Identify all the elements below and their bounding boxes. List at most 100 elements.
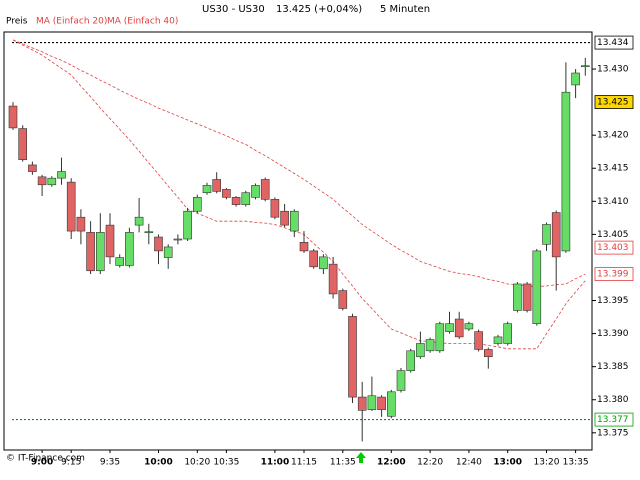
candle-body <box>105 224 115 258</box>
title-interval: 5 Minuten <box>380 4 430 15</box>
candle-body <box>483 349 493 358</box>
candle-body <box>154 236 163 252</box>
candle-body <box>173 238 183 241</box>
y-tick-label: 13.385 <box>597 362 629 372</box>
candle-body <box>134 216 144 226</box>
x-tick-label: 9:00 <box>31 458 53 468</box>
candle-body <box>328 263 338 295</box>
candle-body <box>193 197 202 212</box>
candle-body <box>454 318 464 338</box>
candle-body <box>18 128 28 160</box>
y-tick-label: 13.390 <box>597 329 629 339</box>
y-tick-label: 13.420 <box>597 131 629 141</box>
candle-body <box>396 370 406 391</box>
x-tick-label: 13:35 <box>563 458 589 468</box>
candle-body <box>144 231 154 234</box>
price-label: 13.434 <box>597 38 629 48</box>
price-label-box <box>594 35 634 50</box>
candle-body <box>513 283 522 311</box>
candle-body <box>76 216 86 232</box>
candle-body <box>86 232 95 272</box>
candle-body <box>115 257 124 266</box>
x-tick-label: 13:00 <box>493 458 522 468</box>
candle-body <box>445 323 454 332</box>
candle-body <box>212 179 221 192</box>
candle-body <box>425 339 435 352</box>
candle-body <box>96 232 105 272</box>
candle-body <box>367 395 377 410</box>
price-label: 13.403 <box>597 243 629 253</box>
candle-body <box>571 72 580 86</box>
x-tick-label: 10:00 <box>144 458 173 468</box>
x-tick-label: 12:00 <box>377 458 406 468</box>
candle-body <box>493 336 503 344</box>
candle-body <box>260 179 270 200</box>
candle-body <box>222 189 231 198</box>
candle-body <box>163 246 173 258</box>
candle-body <box>37 176 47 186</box>
x-tick-label: 9:35 <box>100 458 120 468</box>
x-tick-label: 12:40 <box>456 458 482 468</box>
candle-body <box>319 256 328 270</box>
price-label: 13.399 <box>597 270 629 280</box>
x-tick-label: 9:15 <box>61 458 81 468</box>
y-tick-label: 13.375 <box>597 428 629 438</box>
candle-body <box>8 105 18 129</box>
y-tick-label: 13.380 <box>597 395 629 405</box>
candle-body <box>377 396 386 410</box>
candle-body <box>309 250 319 268</box>
y-tick-label: 13.430 <box>597 65 629 75</box>
price-label: 13.377 <box>597 415 629 425</box>
candle-body <box>338 290 348 309</box>
candle-body <box>183 210 192 240</box>
candle-body <box>435 323 445 352</box>
legend-ma20: MA (Einfach 20) <box>36 17 107 27</box>
candle-body <box>406 350 416 371</box>
x-tick-label: 11:15 <box>291 458 317 468</box>
x-tick-label: 13:20 <box>534 458 560 468</box>
x-tick-label: 11:00 <box>261 458 290 468</box>
candle-body <box>125 232 134 266</box>
y-tick-label: 13.410 <box>597 197 629 207</box>
candle-body <box>348 316 357 398</box>
candle-body <box>551 212 561 258</box>
candle-body <box>503 323 513 344</box>
candle-body <box>270 199 280 218</box>
candle-body <box>386 391 396 417</box>
candle-body <box>289 210 299 232</box>
ma-line <box>12 39 586 350</box>
candle-body <box>280 210 289 226</box>
candle-body <box>66 181 76 232</box>
ma-line <box>12 39 586 288</box>
legend-price: Preis <box>6 17 28 27</box>
title-symbol: US30 - US30 <box>202 4 265 15</box>
y-tick-label: 13.415 <box>597 164 629 174</box>
candle-body <box>561 91 571 252</box>
candle-body <box>542 224 551 245</box>
x-tick-label: 10:35 <box>213 458 239 468</box>
footer: © IT-Finance.com <box>6 454 85 464</box>
price-label-box <box>594 240 634 255</box>
candle-body <box>357 396 367 411</box>
price-label-box <box>594 267 634 281</box>
candle-body <box>251 185 260 198</box>
low-arrow <box>356 452 366 463</box>
candle-body <box>47 177 57 186</box>
candle-body <box>474 331 483 350</box>
y-tick-label: 13.405 <box>597 230 629 240</box>
x-tick-label: 12:20 <box>417 458 443 468</box>
candle-body <box>28 164 37 172</box>
candle-body <box>532 250 542 324</box>
candle-body <box>522 283 532 311</box>
title-price: 13.425 (+0,04%) <box>276 4 362 15</box>
price-label-box <box>594 412 634 427</box>
price-label: 13.425 <box>597 98 629 108</box>
candle-body <box>464 323 474 330</box>
y-tick-label: 13.395 <box>597 296 629 306</box>
candle-body <box>416 343 425 358</box>
candle-body <box>299 242 309 252</box>
candle-body <box>57 171 66 179</box>
candle-body <box>202 185 212 194</box>
x-tick-label: 11:35 <box>330 458 356 468</box>
